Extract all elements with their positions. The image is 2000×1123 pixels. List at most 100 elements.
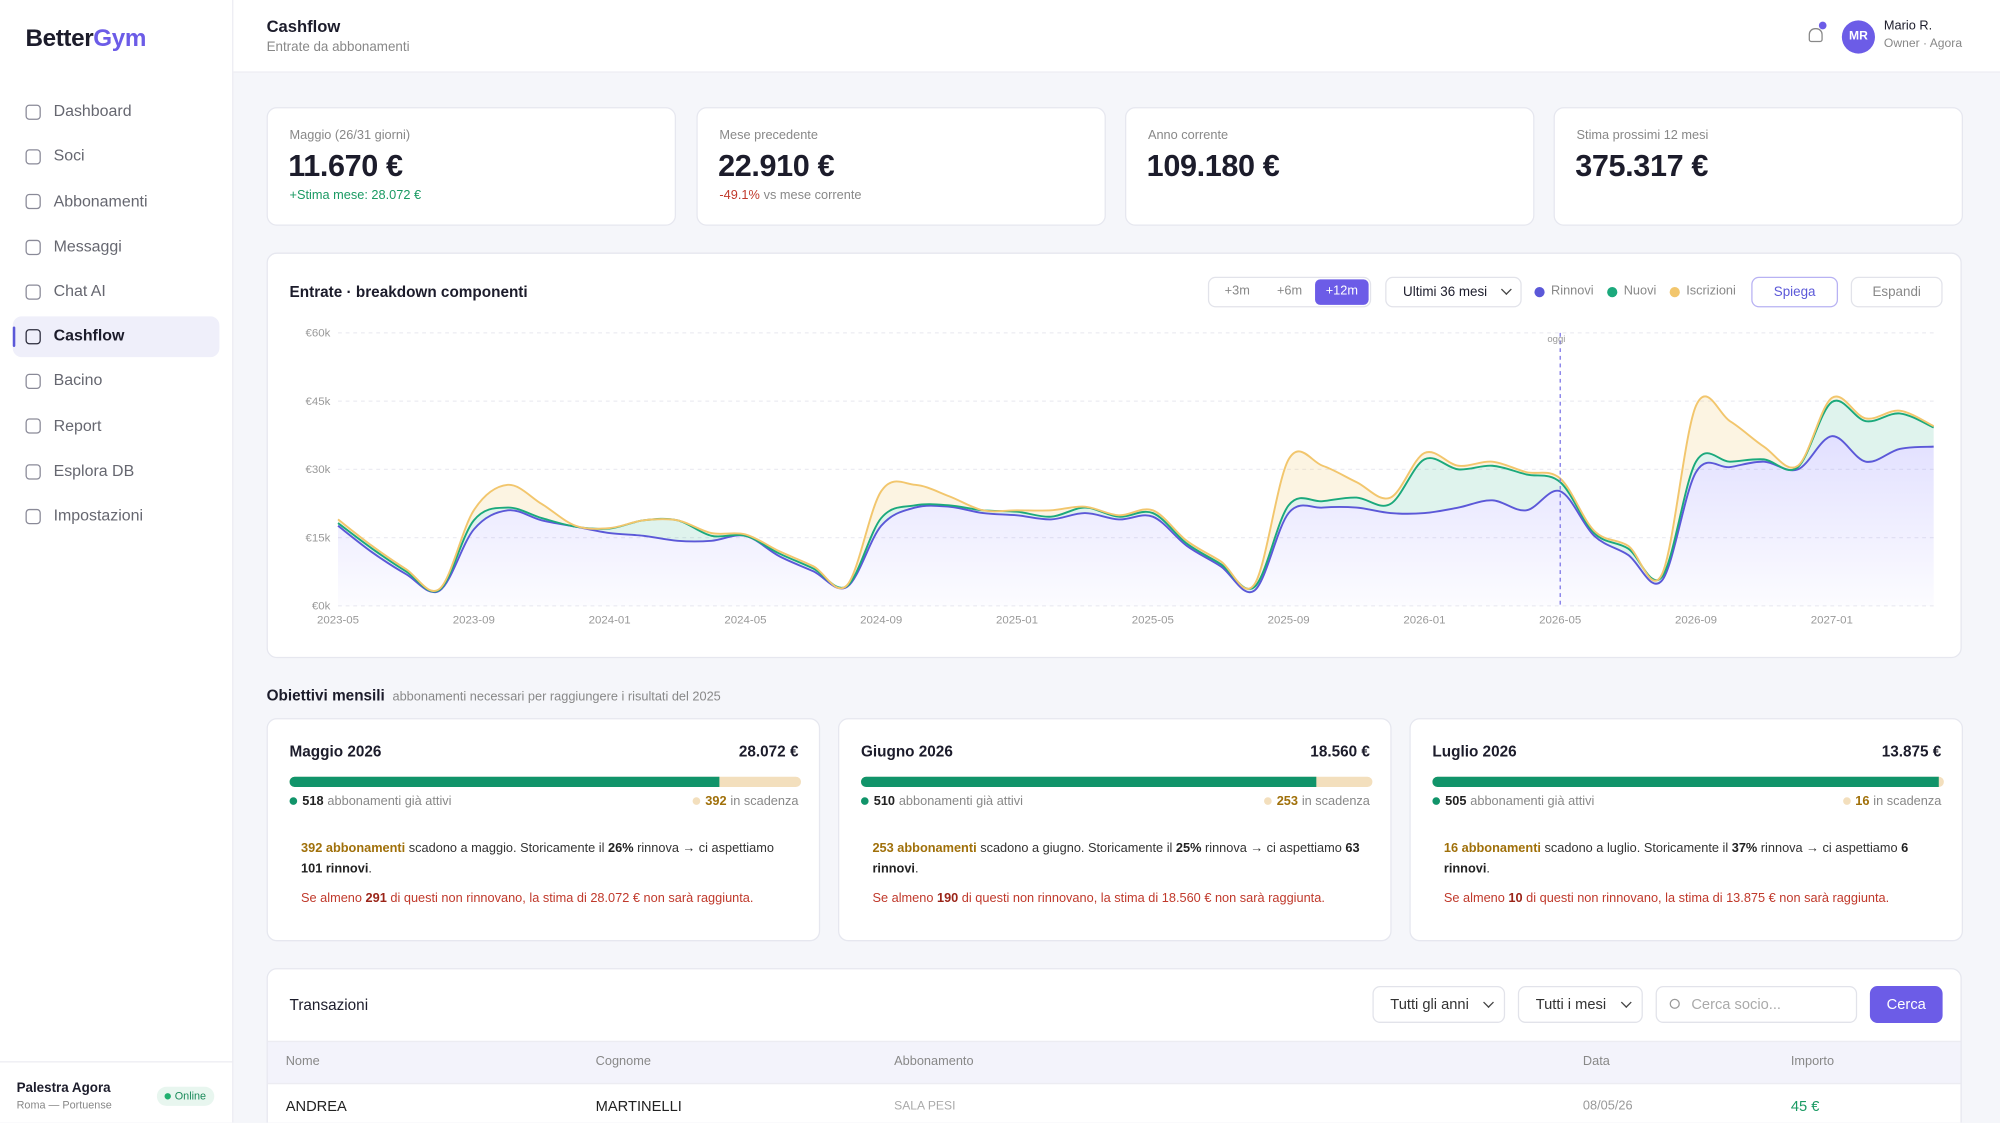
goal-track — [289, 776, 802, 787]
nav-label: Dashboard — [53, 102, 132, 121]
column-header: Nome — [285, 1054, 320, 1069]
legend-label: Iscrizioni — [1686, 284, 1736, 299]
goal-month: Luglio 2026 — [1432, 741, 1517, 760]
page-subtitle: Entrate da abbonamenti — [266, 39, 410, 55]
nav-label: Impostazioni — [53, 506, 144, 525]
goal-target: 13.875 € — [1881, 741, 1942, 760]
kpi-card: Maggio (26/31 giorni) 11.670 € +Stima mese… — [266, 107, 677, 226]
icon — [25, 284, 41, 300]
explain-button[interactable]: Spiega — [1751, 276, 1839, 308]
column-header: Importo — [1790, 1054, 1835, 1069]
chart-title: Entrate · breakdown componenti — [289, 282, 528, 301]
goal-warning: Se almeno 291 di questi non rinnovano, l… — [301, 889, 798, 909]
text-segment: rinnova → ci aspettiamo — [1757, 841, 1902, 856]
chevron — [1620, 997, 1632, 1008]
icon — [25, 418, 41, 435]
dot — [1842, 797, 1851, 805]
notification-bell[interactable] — [1808, 21, 1827, 43]
goal-expiring-text: in scadenza — [1873, 794, 1942, 809]
nav-item[interactable]: Esplora DB — [13, 451, 220, 492]
range-button[interactable]: +3m — [1224, 284, 1250, 299]
text-segment: Se almeno — [301, 891, 366, 906]
goal-expiring-count: 253 — [1276, 794, 1298, 809]
goal-track — [1432, 776, 1944, 787]
goal-text: 253 abbonamenti scadono a giugno. Storic… — [872, 839, 1369, 880]
dot — [289, 797, 298, 805]
icon — [25, 194, 41, 210]
goal-track — [860, 776, 1373, 787]
nav-label: Report — [53, 416, 102, 435]
nav-item[interactable]: Soci — [13, 137, 220, 178]
goal-warning: Se almeno 10 di questi non rinnovano, la… — [1444, 889, 1941, 909]
text-segment: 253 abbonamenti — [872, 841, 977, 856]
range-button[interactable]: +6m — [1276, 284, 1303, 299]
icon — [25, 239, 41, 255]
text-segment: di questi non rinnovano, la stima di 18.… — [958, 891, 1325, 906]
status-dot — [164, 1093, 171, 1100]
goal-text: 16 abbonamenti scadono a luglio. Storica… — [1444, 839, 1941, 880]
goal-expiring: 253 in scadenza — [1263, 793, 1370, 811]
expand-button[interactable]: Espandi — [1850, 276, 1943, 308]
kpi-value: 22.910 € — [718, 149, 835, 184]
search-input[interactable]: Cerca socio... — [1655, 985, 1858, 1023]
header: Cashflow Entrate da abbonamenti MR Mario R.… — [233, 0, 2000, 73]
nav-item[interactable]: Messaggi — [13, 227, 220, 268]
text-segment: 101 rinnovi — [301, 862, 369, 877]
icon — [25, 373, 41, 390]
range-group: +3m +6m +12m — [1207, 276, 1372, 308]
goal-progress — [860, 776, 1317, 787]
nav-item[interactable]: Cashflow — [12, 316, 220, 358]
kpi-label: Anno corrente — [1147, 128, 1229, 143]
column-header: Cognome — [595, 1054, 651, 1069]
nav-label: Abbonamenti — [53, 192, 148, 211]
nav-item[interactable]: Abbonamenti — [13, 182, 220, 223]
kpi-label: Stima prossimi 12 mesi — [1576, 128, 1709, 143]
text-segment: 37% — [1731, 841, 1758, 856]
table-cell: 08/05/26 — [1582, 1099, 1633, 1114]
goal-active-text: abbonamenti già attivi — [327, 794, 452, 809]
nav-item[interactable]: Bacino — [13, 361, 220, 402]
icon — [25, 149, 41, 165]
goal-card: Maggio 2026 28.072 € 518 abbonamenti già at… — [266, 718, 821, 942]
text-segment: scadono a luglio. Storicamente il — [1540, 841, 1732, 856]
period-dropdown[interactable]: Ultimi 36 mesi — [1385, 276, 1522, 308]
legend-dot — [1534, 286, 1545, 298]
text-segment: rinnova → ci aspettiamo — [1201, 841, 1346, 856]
text-segment: 16 abbonamenti — [1443, 841, 1541, 856]
kpi-card: Stima prossimi 12 mesi 375.317 € — [1553, 107, 1964, 226]
active-indicator — [12, 326, 16, 347]
transactions-title: Transazioni — [289, 995, 369, 1014]
kpi-value: 11.670 € — [288, 149, 403, 184]
nav-item[interactable]: Impostazioni — [13, 496, 220, 537]
table-cell: MARTINELLI — [595, 1099, 682, 1115]
search-button[interactable]: Cerca — [1869, 985, 1943, 1023]
icon — [25, 508, 41, 524]
range-button[interactable]: +12m — [1315, 279, 1369, 305]
goal-active-count: 510 — [873, 794, 896, 809]
goals-title: Obiettivi mensili — [266, 686, 385, 705]
avatar[interactable]: MR — [1841, 20, 1875, 54]
kpi-note: -49.1% vs mese corrente — [719, 187, 861, 205]
kpi-delta: -49.1% — [719, 188, 760, 203]
text-segment: 392 abbonamenti — [301, 841, 406, 856]
text-segment: di questi non rinnovano, la stima di 13.… — [1522, 891, 1890, 906]
nav-label: Chat AI — [53, 281, 106, 300]
table-cell: 45 € — [1790, 1099, 1820, 1115]
filter-dropdown[interactable]: Tutti i mesi — [1517, 985, 1643, 1023]
nav-item[interactable]: Dashboard — [13, 92, 220, 133]
text-segment: scadono a giugno. Storicamente il — [976, 841, 1176, 856]
goals-subtitle: abbonamenti necessari per raggiungere i … — [392, 690, 721, 705]
nav-item[interactable]: Report — [13, 406, 220, 447]
goal-text: 392 abbonamenti scadono a maggio. Storic… — [301, 839, 798, 880]
filter-dropdown[interactable]: Tutti gli anni — [1372, 985, 1506, 1023]
kpi-note: +Stima mese: 28.072 € — [290, 187, 422, 205]
dot — [1432, 797, 1441, 805]
kpi-label: Maggio (26/31 giorni) — [289, 128, 411, 143]
nav-label: Cashflow — [53, 326, 125, 345]
nav-label: Esplora DB — [53, 461, 135, 480]
nav-item[interactable]: Chat AI — [13, 271, 220, 312]
icon — [25, 329, 41, 345]
goal-progress — [289, 776, 720, 787]
brand: BetterGym — [26, 26, 147, 54]
